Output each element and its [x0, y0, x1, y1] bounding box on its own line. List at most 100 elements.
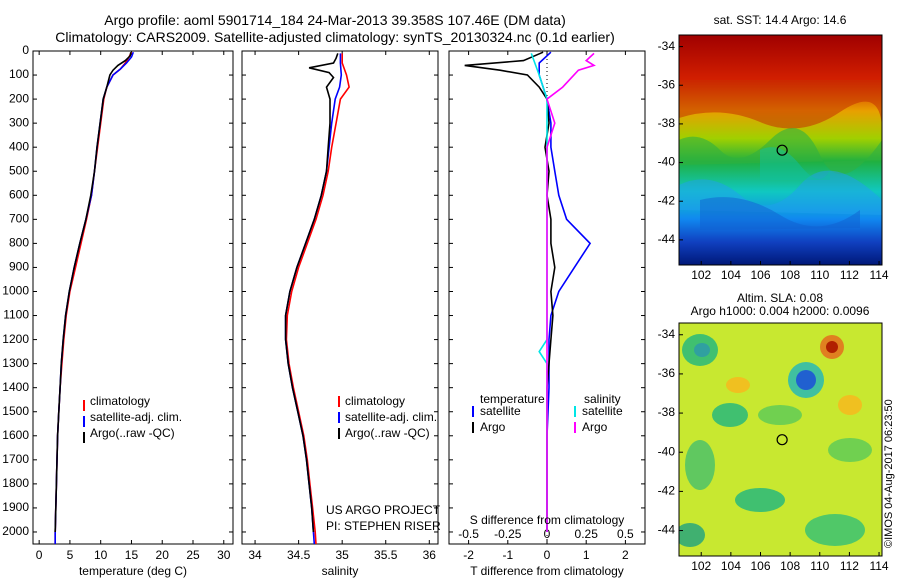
y-tick-label: 1700: [2, 452, 29, 466]
series-line-satellite-adj-clim-: [54, 51, 135, 544]
legend-label-satellite: satellite-adj. clim.: [90, 410, 182, 424]
legend-label-satellite: satellite-adj. clim.: [345, 410, 437, 424]
project-label: US ARGO PROJECT: [326, 503, 441, 517]
legend-title-temperature: temperature: [480, 392, 545, 406]
sla-map-axes: 102 104 106 108 110 112 114 -34 -36 -38 -40 -42 -44: [658, 327, 889, 573]
legend-label-s-satellite: satellite: [582, 404, 623, 418]
y-tick-label: 700: [9, 212, 29, 226]
series-line-argo: [546, 52, 596, 532]
y-tick-label: 1900: [2, 500, 29, 514]
x-tick-label: 35.5: [374, 548, 398, 562]
x-tick-label: -2: [463, 548, 474, 562]
x-tick-label: 102: [691, 559, 711, 573]
x-tick-label: 1: [583, 548, 590, 562]
pi-label: PI: STEPHEN RISER: [326, 519, 441, 533]
x-tick-label: 110: [810, 268, 829, 282]
y-tick-label: -38: [658, 116, 676, 130]
x-tick-label: 10: [94, 548, 108, 562]
temperature-panel: 0100200300400500600700800900100011001200…: [2, 43, 234, 562]
x-tick-label: 34: [248, 548, 262, 562]
legend-title-salinity: salinity: [584, 392, 621, 406]
x-tick-label: 112: [840, 559, 859, 573]
s-tick-label: 0: [544, 527, 551, 541]
s-tick-label: -0.5: [458, 527, 479, 541]
y-tick-label: -38: [658, 405, 676, 419]
y-tick-label: 1100: [3, 308, 29, 322]
sla-map-frame: [678, 322, 883, 557]
x-tick-label: 2: [622, 548, 629, 562]
series-line-climatology: [54, 51, 133, 544]
figure-title-line1: Argo profile: aoml 5901714_184 24-Mar-20…: [104, 12, 566, 28]
y-tick-label: -42: [658, 484, 676, 498]
series-line-argo: [464, 51, 556, 532]
legend-label-t-satellite: satellite: [480, 404, 521, 418]
series-line-argo-raw-qc-: [284, 53, 339, 533]
x-tick-label: 34.5: [287, 548, 311, 562]
x-tick-label: 20: [156, 548, 170, 562]
legend-salinity-panel: climatology satellite-adj. clim. Argo(..…: [338, 394, 437, 440]
series-line-climatology: [285, 53, 350, 544]
x-tick-label: 104: [721, 559, 741, 573]
legend-label-s-argo: Argo: [582, 420, 608, 434]
x-tick-label: 102: [691, 268, 711, 282]
legend-label-climatology: climatology: [345, 394, 405, 408]
x-tick-label: 104: [721, 268, 741, 282]
y-tick-label: 900: [9, 260, 29, 274]
s-difference-label: S difference from climatology: [470, 513, 625, 527]
y-tick-label: -42: [658, 193, 676, 207]
y-tick-label: 1000: [2, 284, 29, 298]
difference-xlabel: T difference from climatology: [470, 564, 624, 578]
temperature-xlabel: temperature (deg C): [79, 564, 187, 578]
legend-label-climatology: climatology: [90, 394, 150, 408]
y-tick-label: -34: [658, 39, 676, 53]
sst-map-title: sat. SST: 14.4 Argo: 14.6: [714, 13, 847, 27]
sla-map-title: Altim. SLA: 0.08: [737, 291, 823, 305]
y-tick-label: 1600: [2, 428, 29, 442]
y-tick-label: 1400: [2, 380, 29, 394]
legend-temperature-panel: climatology satellite-adj. clim. Argo(..…: [83, 394, 182, 443]
float-location-marker: [776, 144, 788, 156]
x-tick-label: 108: [780, 559, 800, 573]
y-tick-label: -40: [658, 444, 676, 458]
x-tick-label: 30: [217, 548, 231, 562]
s-tick-label: 0.5: [617, 527, 634, 541]
salinity-panel: 34 34.5 35 35.5 36: [241, 50, 439, 562]
figure-title-line2: Climatology: CARS2009. Satellite-adjuste…: [55, 29, 615, 45]
difference-panel: -2 -1 0 1 2 -0.5 -0.25 0 0.25 0.5: [448, 50, 646, 562]
y-tick-label: -44: [658, 523, 676, 537]
series-line-satellite: [530, 53, 548, 532]
s-tick-label: 0.25: [575, 527, 599, 541]
salinity-xlabel: salinity: [322, 564, 359, 578]
x-tick-label: 35: [335, 548, 349, 562]
x-tick-label: 5: [67, 548, 74, 562]
y-tick-label: -36: [658, 77, 676, 91]
legend-difference-panel: temperature salinity satellite Argo sate…: [472, 392, 623, 434]
x-tick-label: 114: [869, 559, 888, 573]
y-tick-label: 600: [9, 187, 29, 201]
s-tick-label: -0.25: [494, 527, 522, 541]
y-tick-label: 1500: [2, 404, 29, 418]
y-tick-label: 0: [22, 43, 29, 57]
sla-map-subtitle: Argo h1000: 0.004 h2000: 0.0096: [691, 304, 870, 318]
sst-map-axes: 102 104 106 108 110 112 114 -34 -36 -38 -40 -42 -44: [658, 39, 889, 282]
x-tick-label: 25: [186, 548, 200, 562]
x-tick-label: 0: [544, 548, 551, 562]
y-tick-label: -44: [658, 232, 676, 246]
sst-map-frame: [678, 34, 883, 266]
y-tick-label: 2000: [2, 524, 29, 538]
x-tick-label: -1: [502, 548, 513, 562]
float-location-marker: [776, 434, 788, 446]
x-tick-label: 15: [125, 548, 139, 562]
x-tick-label: 110: [810, 559, 829, 573]
y-tick-label: -36: [658, 366, 676, 380]
x-tick-label: 112: [840, 268, 859, 282]
y-tick-label: 500: [9, 163, 29, 177]
temperature-plot-frame: [32, 50, 234, 545]
sst-map: [679, 35, 882, 265]
x-tick-label: 106: [750, 559, 770, 573]
y-tick-label: 300: [9, 115, 29, 129]
y-tick-label: 400: [9, 139, 29, 153]
x-tick-label: 36: [423, 548, 437, 562]
imos-credit: ©IMOS 04-Aug-2017 06:23:50: [883, 399, 895, 548]
